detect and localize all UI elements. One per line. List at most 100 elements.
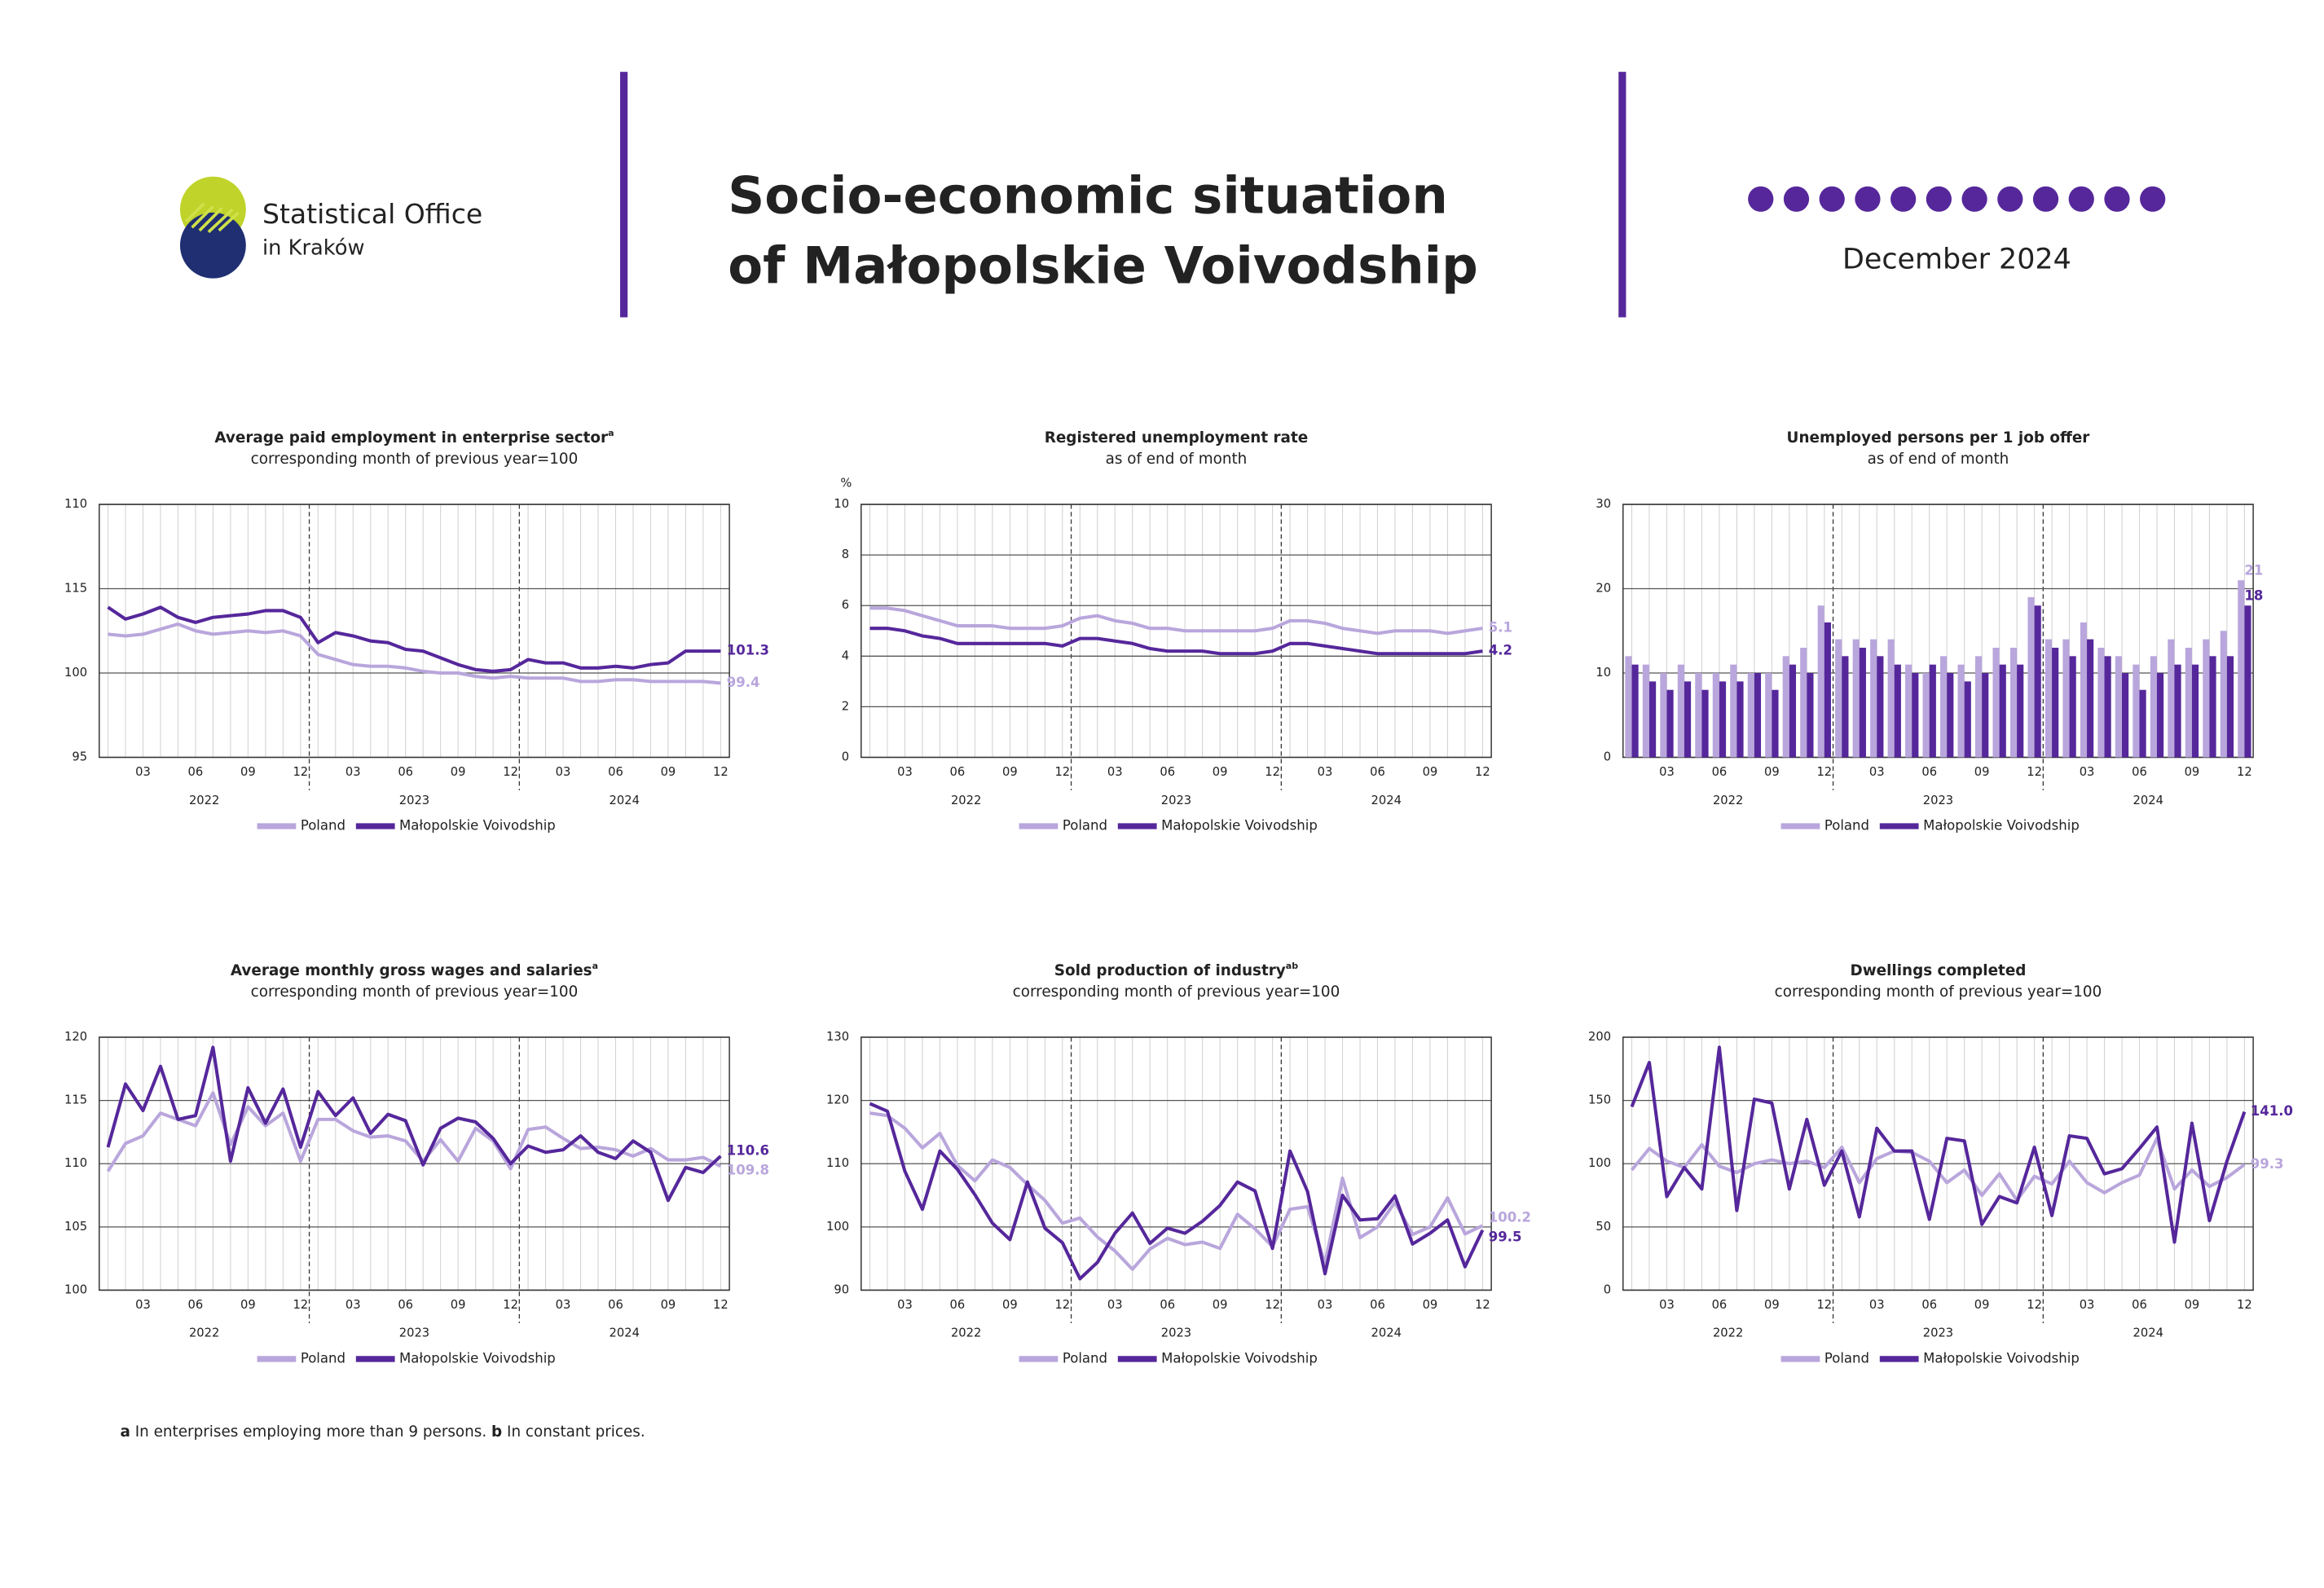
- chart-title-text: Average paid employment in enterprise se…: [214, 429, 608, 446]
- x-tick-label: 12: [713, 765, 728, 779]
- chart-subtitle: corresponding month of previous year=100: [1775, 983, 2102, 1001]
- x-tick-label: 09: [1974, 765, 1990, 779]
- x-tick-label: 09: [1002, 765, 1018, 779]
- footnote-mark: a: [120, 1423, 130, 1441]
- x-tick-label: 03: [346, 1298, 361, 1312]
- bar: [2203, 639, 2210, 758]
- plot-frame: [99, 504, 730, 759]
- x-tick-label: 12: [2027, 765, 2042, 779]
- bar: [2122, 673, 2129, 758]
- y-tick-label: 10: [834, 497, 849, 511]
- chart-title-text: Registered unemployment rate: [1045, 429, 1308, 446]
- year-label: 2022: [951, 794, 981, 807]
- x-tick-label: 12: [2237, 1298, 2252, 1312]
- bar: [1719, 681, 1727, 758]
- bar: [2087, 639, 2094, 758]
- chart-title-text: Sold production of industry: [1054, 962, 1286, 979]
- x-tick-label: 03: [135, 765, 151, 779]
- x-tick-label: 03: [346, 765, 361, 779]
- x-tick-label: 12: [503, 1298, 518, 1312]
- bar: [1922, 673, 1930, 758]
- x-tick-label: 12: [1054, 765, 1070, 779]
- end-label: 99.3: [2251, 1156, 2284, 1172]
- bar: [1642, 664, 1650, 758]
- year-label: 2022: [1713, 794, 1743, 807]
- chart-title: Unemployed persons per 1 job offer: [1787, 429, 2090, 446]
- bar: [1842, 656, 1849, 758]
- bar: [2115, 656, 2123, 758]
- bar: [1789, 664, 1797, 758]
- x-tick-label: 03: [897, 1298, 913, 1312]
- x-tick-label: 03: [556, 1298, 571, 1312]
- bar: [1894, 664, 1901, 758]
- y-tick-label: 0: [842, 750, 849, 763]
- x-tick-label: 09: [1002, 1298, 1018, 1312]
- x-tick-label: 03: [1318, 1298, 1333, 1312]
- footnote: a In enterprises employing more than 9 p…: [120, 1423, 645, 1441]
- x-tick-label: 12: [1265, 1298, 1280, 1312]
- x-tick-label: 06: [1370, 765, 1385, 779]
- chart-title: Sold production of industryab: [1054, 961, 1298, 980]
- x-tick-label: 06: [608, 765, 623, 779]
- x-tick-label: 06: [398, 765, 413, 779]
- x-tick-label: 06: [1160, 1298, 1175, 1312]
- series-line: [108, 622, 721, 685]
- x-tick-label: 12: [1475, 765, 1490, 779]
- y-tick-label: 115: [64, 582, 87, 596]
- end-label: 101.3: [727, 643, 769, 658]
- x-tick-label: 06: [1712, 1298, 1728, 1312]
- year-label: 2024: [1371, 1326, 1402, 1340]
- y-tick-label: 110: [64, 497, 87, 511]
- bar: [1824, 622, 1831, 758]
- bar: [2139, 689, 2146, 758]
- plot-frame: [860, 504, 1492, 759]
- end-label: 99.5: [1489, 1229, 1522, 1244]
- office-city: in Kraków: [262, 235, 365, 260]
- x-tick-label: 12: [293, 765, 308, 779]
- x-tick-label: 12: [713, 1298, 728, 1312]
- x-tick-label: 12: [1816, 765, 1832, 779]
- bar: [1701, 689, 1709, 758]
- y-tick-label: 120: [64, 1030, 87, 1044]
- chart-subtitle: as of end of month: [1868, 451, 2009, 468]
- x-tick-label: 09: [1974, 1298, 1990, 1312]
- dot: [2032, 186, 2059, 212]
- report-date: December 2024: [1842, 244, 2071, 276]
- bar: [2080, 622, 2088, 758]
- x-tick-label: 12: [503, 765, 518, 779]
- year-label: 2022: [1713, 1326, 1743, 1340]
- series-line: [107, 605, 721, 673]
- bar: [1807, 673, 1814, 758]
- bar: [1677, 664, 1684, 758]
- chart-title-note: a: [592, 961, 598, 971]
- x-tick-label: 12: [2237, 765, 2252, 779]
- chart: Registered unemployment rate as of end of…: [834, 429, 1512, 833]
- bar: [1817, 605, 1824, 758]
- dot: [2104, 186, 2130, 212]
- bar: [1964, 681, 1971, 758]
- end-label: 99.4: [727, 675, 760, 690]
- x-tick-label: 09: [661, 765, 676, 779]
- y-tick-label: 0: [1604, 1282, 1611, 1296]
- bar: [2209, 656, 2216, 758]
- chart-title: Registered unemployment rate: [1045, 429, 1308, 446]
- x-tick-label: 06: [2132, 765, 2147, 779]
- y-tick-label: 50: [1596, 1220, 1611, 1234]
- chart: Average paid employment in enterprise se…: [64, 428, 769, 834]
- year-label: 2023: [399, 1326, 429, 1340]
- bar: [2174, 664, 2181, 758]
- dot: [1926, 186, 1952, 212]
- legend-label: Poland: [301, 1350, 346, 1366]
- chart: Unemployed persons per 1 job offer as of …: [1596, 429, 2263, 833]
- bar: [2238, 580, 2245, 758]
- y-tick-label: 100: [64, 1282, 87, 1296]
- x-tick-label: 06: [1921, 1298, 1937, 1312]
- chart-title-text: Dwellings completed: [1850, 962, 2026, 979]
- x-tick-label: 09: [1764, 765, 1780, 779]
- bar: [2185, 647, 2192, 758]
- y-tick-label: 110: [826, 1156, 849, 1170]
- year-label: 2023: [399, 794, 429, 807]
- bar: [1940, 656, 1948, 758]
- page-title: of Małopolskie Voivodship: [728, 236, 1478, 296]
- end-label: 141.0: [2251, 1103, 2293, 1119]
